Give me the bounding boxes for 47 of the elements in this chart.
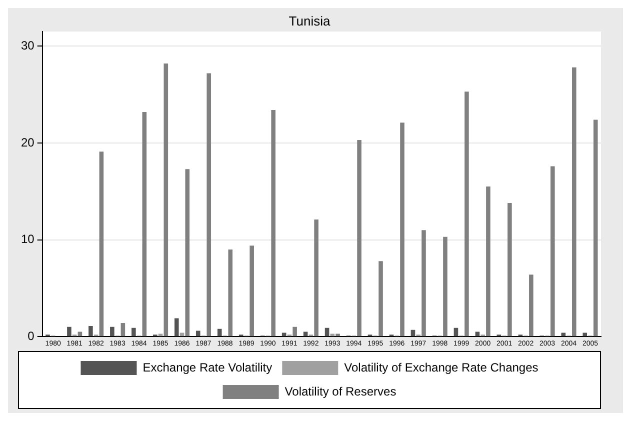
bar: [422, 230, 426, 336]
bar: [400, 122, 404, 336]
bar: [336, 334, 340, 336]
bar: [174, 318, 179, 336]
bar: [572, 67, 576, 336]
bar: [324, 328, 330, 336]
bar: [164, 64, 168, 336]
y-tick-label: 20: [20, 135, 35, 150]
bar: [378, 261, 383, 336]
y-tick-label: 0: [28, 328, 35, 343]
bar: [550, 166, 555, 336]
bar: [561, 332, 566, 336]
bar: [196, 330, 200, 336]
bar: [67, 326, 72, 336]
bar: [206, 73, 212, 336]
bar: [454, 328, 458, 336]
bar: [508, 202, 512, 336]
bar: [529, 274, 534, 336]
bar: [158, 334, 163, 336]
y-tick-label: 30: [20, 38, 35, 52]
bar: [357, 140, 362, 336]
legend-label: Exchange Rate Volatility: [142, 360, 272, 374]
bar: [250, 246, 254, 336]
bar: [110, 326, 114, 336]
bar: [132, 328, 136, 336]
legend-label: Volatility of Reserves: [284, 384, 396, 398]
bar: [185, 169, 190, 336]
bar: [330, 334, 335, 336]
bar: [464, 92, 469, 336]
bar: [486, 186, 490, 336]
bar: [443, 236, 448, 336]
bar: [180, 332, 184, 336]
bar: [582, 332, 588, 336]
bar: [593, 120, 598, 336]
bar: [271, 110, 276, 336]
bar: [228, 249, 233, 336]
bar: [99, 152, 104, 336]
bar: [88, 326, 93, 336]
bar: [292, 326, 297, 336]
bar: [120, 323, 126, 336]
bar: [217, 328, 222, 336]
chart-title: Tunisia: [288, 13, 331, 28]
legend-label: Volatility of Exchange Rate Changes: [344, 360, 538, 374]
bar: [142, 112, 147, 336]
bar: [282, 332, 286, 336]
y-tick-label: 10: [20, 232, 35, 246]
bar: [314, 219, 318, 336]
